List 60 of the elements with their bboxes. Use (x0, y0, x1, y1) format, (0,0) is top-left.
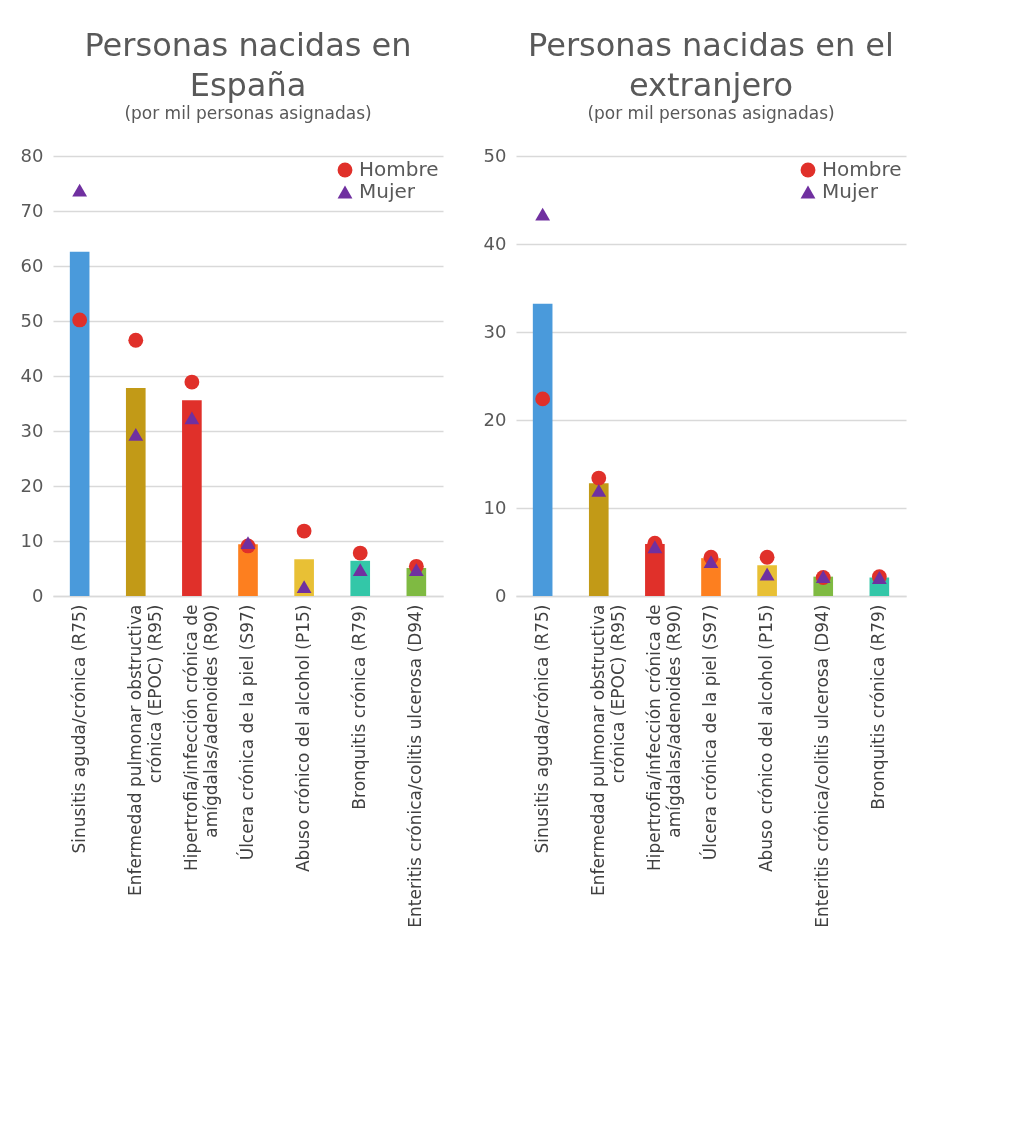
y-tick-label: 10 (20, 529, 44, 551)
y-tick-label: 0 (495, 584, 507, 606)
y-tick-label: 40 (483, 232, 507, 254)
x-tick-label: Bronquitis crónica (R79) (868, 604, 889, 810)
y-tick-label: 30 (483, 320, 507, 342)
point (128, 332, 144, 348)
x-tick-label: Abuso crónico del alcohol (P15) (756, 604, 777, 873)
x-tick-label: Úlcera crónica de la piel (S97) (699, 604, 720, 861)
point (759, 549, 775, 565)
legend-label: Mujer (359, 179, 416, 203)
y-tick-label: 20 (20, 474, 44, 496)
y-tick-label: 30 (20, 419, 44, 441)
x-tick-label: Enfermedad pulmonar obstructiva crónica (EPOC) (R95) (587, 604, 628, 897)
x-tick-label: Sinusitis aguda/crónica (R75) (531, 604, 552, 854)
chart-title: Personas nacidas en el extranjero (528, 26, 894, 104)
x-tick-label: Úlcera crónica de la piel (S97) (236, 604, 257, 861)
chart-title: Personas nacidas en España (84, 26, 412, 104)
x-tick-label: Bronquitis crónica (R79) (349, 604, 370, 810)
y-tick-label: 40 (20, 364, 44, 386)
point (240, 536, 256, 550)
y-tick-label: 70 (20, 199, 44, 221)
point (591, 483, 607, 497)
y-tick-label: 50 (20, 309, 44, 331)
point (184, 374, 200, 390)
legend-label: Mujer (822, 179, 879, 203)
bar (182, 400, 202, 596)
point (647, 540, 663, 554)
point (352, 545, 368, 561)
x-tick-label: Hipertrofia/infección crónica de amígdalas/adenoides (R90) (643, 604, 684, 871)
y-tick-label: 0 (32, 584, 44, 606)
chart-subtitle: (por mil personas asignadas) (124, 103, 372, 123)
x-tick-label: Enfermedad pulmonar obstructiva crónica (EPOC) (R95) (124, 604, 165, 897)
point (535, 391, 551, 407)
x-tick-label: Abuso crónico del alcohol (P15) (293, 604, 314, 873)
bar (69, 251, 90, 596)
point (72, 312, 88, 328)
point (296, 523, 312, 539)
point (296, 580, 312, 594)
legend-label: Hombre (359, 157, 439, 181)
point (535, 207, 551, 221)
x-tick-label: Hipertrofia/infección crónica de amígdalas/adenoides (R90) (180, 604, 221, 871)
y-tick-label: 20 (483, 408, 507, 430)
point (591, 470, 607, 486)
x-tick-label: Sinusitis aguda/crónica (R75) (68, 604, 89, 854)
legend-label: Hombre (822, 157, 902, 181)
bar (125, 388, 146, 596)
bar (588, 483, 609, 596)
x-tick-label: Enteritis crónica/colitis ulcerosa (D94) (405, 604, 426, 928)
y-tick-label: 50 (483, 144, 507, 166)
point (703, 555, 719, 569)
bar (532, 303, 553, 596)
y-tick-label: 80 (20, 144, 44, 166)
point (128, 427, 144, 441)
point (408, 563, 424, 577)
x-tick-label: Enteritis crónica/colitis ulcerosa (D94) (812, 604, 833, 928)
y-tick-label: 60 (20, 254, 44, 276)
chart-subtitle: (por mil personas asignadas) (587, 103, 835, 123)
point (72, 183, 88, 197)
y-tick-label: 10 (483, 496, 507, 518)
point (184, 411, 200, 425)
